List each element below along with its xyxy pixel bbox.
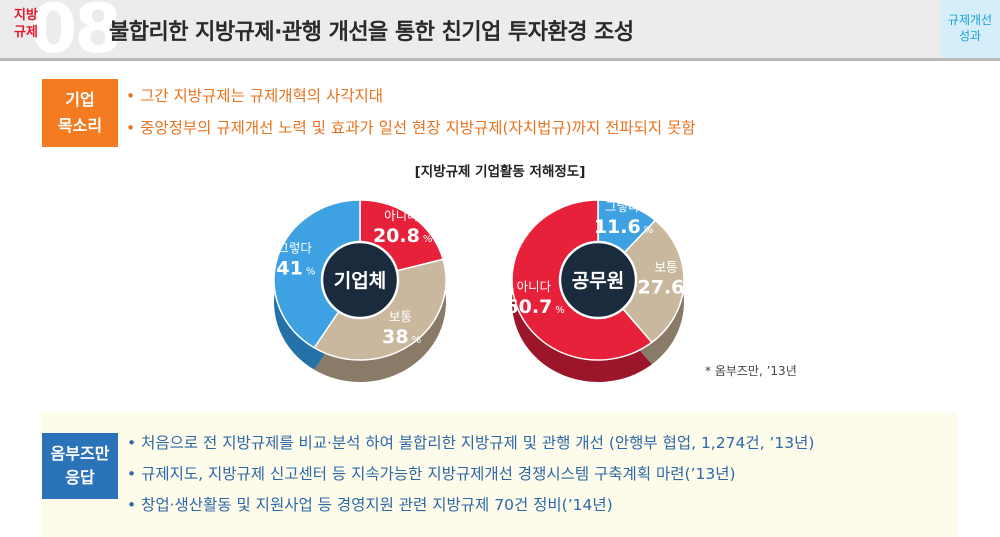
voice-item: 중앙정부의 규제개선 노력 및 효과가 일선 현장 지방규제(자치법규)까지 전… (126, 112, 696, 144)
slice-unit-label: % (644, 225, 654, 236)
slice-unit-label: % (423, 234, 433, 245)
slice-value-label: 41 (276, 258, 302, 280)
slice-category-label: 아니다 (517, 279, 552, 294)
answer-item: 창업·생산활동 및 지원사업 등 경영지원 관련 지방규제 70건 정비(’14… (127, 490, 814, 521)
slice-unit-label: % (555, 305, 565, 316)
donut-center (558, 240, 638, 320)
center-label: 공무원 (572, 270, 624, 292)
voice-label-line1: 기업 (65, 90, 95, 109)
chart-section-title: [지방규제 기업활동 저해정도] (414, 164, 586, 180)
center-label: 기업체 (334, 270, 386, 292)
voice-item: 그간 지방규제는 규제개혁의 사각지대 (126, 80, 696, 112)
voice-list: 그간 지방규제는 규제개혁의 사각지대 중앙정부의 규제개선 노력 및 효과가 … (126, 80, 696, 144)
slice-category-label: 그렇다 (605, 199, 640, 214)
slice-category-label: 그렇다 (277, 241, 312, 256)
slice-category-label: 아니다 (384, 208, 419, 223)
category-label: 지방 규제 (14, 8, 38, 40)
slice-category-label: 보통 (389, 309, 412, 324)
slice-unit-label: % (687, 286, 697, 297)
slice-unit-label: % (412, 335, 422, 346)
answer-label-line2: 응답 (65, 468, 95, 487)
voice-label-line2: 목소리 (57, 116, 103, 135)
page-title: 불합리한 지방규제·관행 개선을 통한 친기업 투자환경 조성 (109, 20, 634, 45)
source-note: * 옴부즈만, ’13년 (705, 364, 797, 378)
slice-value-label: 38 (382, 326, 408, 348)
pie-slice (596, 219, 685, 344)
answer-label-line1: 옴부즈만 (50, 444, 110, 463)
answer-label-box: 옴부즈만 응답 (42, 433, 118, 499)
voice-label-box: 기업 목소리 (42, 79, 118, 147)
side-tab[interactable]: 규제개선 성과 (940, 0, 1000, 58)
donut-center (320, 240, 400, 320)
slice-value-label: 27.6 (638, 277, 685, 299)
slice-unit-label: % (306, 267, 316, 278)
slice-value-label: 60.7 (505, 296, 552, 318)
answer-item: 규제지도, 지방규제 신고센터 등 지속가능한 지방규제개선 경쟁시스템 구축계… (127, 459, 814, 490)
answer-item: 처음으로 전 지방규제를 비교·분석 하여 불합리한 지방규제 및 관행 개선 … (127, 428, 814, 459)
header-band (0, 0, 940, 58)
slice-value-label: 20.8 (373, 225, 420, 247)
answer-list: 처음으로 전 지방규제를 비교·분석 하여 불합리한 지방규제 및 관행 개선 … (127, 428, 814, 521)
section-number: 08 (30, 0, 122, 69)
slice-category-label: 보통 (654, 260, 677, 275)
slice-value-label: 11.6 (594, 216, 641, 238)
header-divider (0, 58, 1000, 61)
page-header: 08 지방 규제 불합리한 지방규제·관행 개선을 통한 친기업 투자환경 조성… (0, 0, 1000, 69)
